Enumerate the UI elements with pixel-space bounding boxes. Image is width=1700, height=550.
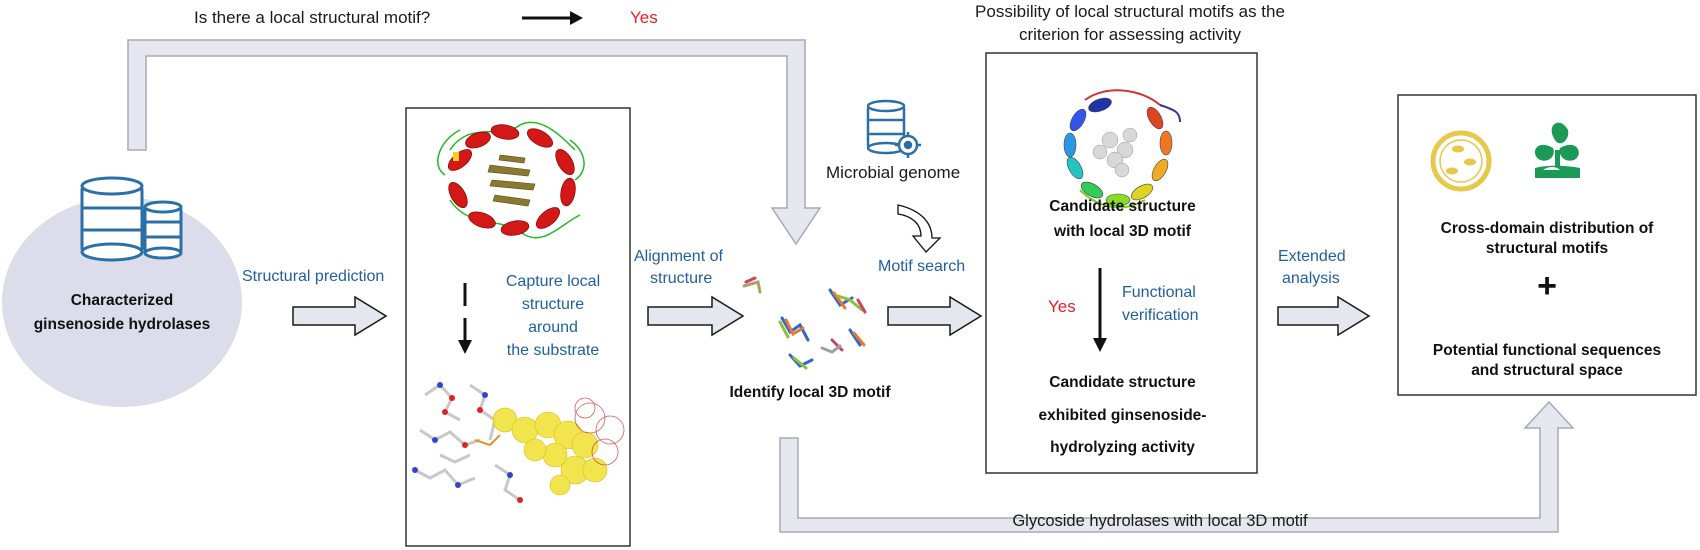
result-line1: Candidate structure: [1049, 374, 1196, 391]
protein-structure-red-icon: [437, 121, 585, 239]
arrow-prediction: [292, 295, 388, 337]
alignment-line2: structure: [650, 270, 713, 287]
structural-prediction-label: Structural prediction: [242, 268, 385, 285]
verification-down-arrow: [1093, 268, 1107, 352]
arrow-motif-search: [887, 295, 983, 337]
question-text: Is there a local structural motif?: [194, 8, 431, 27]
alignment-line1: Alignment of: [634, 248, 723, 265]
arrow-alignment: [647, 295, 745, 337]
possibility-line1: Possibility of local structural motifs a…: [975, 2, 1285, 21]
result-line2: exhibited ginsenoside-: [1038, 407, 1207, 424]
outcome-line4: and structural space: [1471, 362, 1623, 379]
capture-line1: Capture local: [505, 273, 601, 290]
capture-line3: around: [528, 319, 578, 336]
outcome-line3: Potential functional sequences: [1432, 342, 1662, 359]
candidate-box: [985, 52, 1258, 474]
binding-pocket-icon: [412, 382, 625, 503]
result-line3: hydrolyzing activity: [1050, 439, 1195, 456]
outcome-line1: Cross-domain distribution of: [1440, 220, 1654, 237]
plus-sign: +: [1537, 267, 1557, 305]
protein-structure-rainbow-icon: [1063, 89, 1181, 209]
bottom-loop-arrow: [779, 400, 1575, 533]
candidate-line2: with local 3D motif: [1054, 223, 1191, 240]
plant-seedling-icon: [1534, 122, 1580, 178]
dashed-down-arrow: [458, 283, 472, 354]
arrow-extended: [1277, 295, 1371, 337]
top-loop-arrow: [127, 39, 822, 246]
database-label-line2: ginsenoside hydrolases: [33, 316, 211, 333]
microbe-cell-icon: [1430, 130, 1492, 192]
extended-line1: Extended: [1278, 248, 1346, 265]
database-label-line1: Characterized: [70, 292, 174, 309]
verification-line1: Functional: [1122, 284, 1196, 301]
identify-motif-label: Identify local 3D motif: [729, 384, 891, 401]
top-arrow: [522, 11, 583, 25]
outcome-line2: structural motifs: [1485, 240, 1609, 257]
capture-line4: the substrate: [506, 342, 600, 359]
candidate-yes-text: Yes: [1048, 297, 1076, 316]
motif-search-label: Motif search: [878, 258, 966, 275]
answer-yes-text: Yes: [630, 8, 658, 27]
database-gear-icon: [866, 99, 921, 158]
curved-arrow: [897, 204, 942, 253]
candidate-line1: Candidate structure: [1049, 198, 1196, 215]
database-icon: [80, 176, 183, 262]
microbial-genome-label: Microbial genome: [826, 163, 961, 182]
capture-line2: structure: [521, 296, 585, 313]
aligned-motif-icon: [742, 276, 867, 370]
possibility-line2: criterion for assessing activity: [1018, 25, 1242, 44]
extended-line2: analysis: [1282, 270, 1340, 287]
bottom-loop-label: Glycoside hydrolases with local 3D motif: [1012, 512, 1308, 530]
verification-line2: verification: [1122, 307, 1199, 324]
